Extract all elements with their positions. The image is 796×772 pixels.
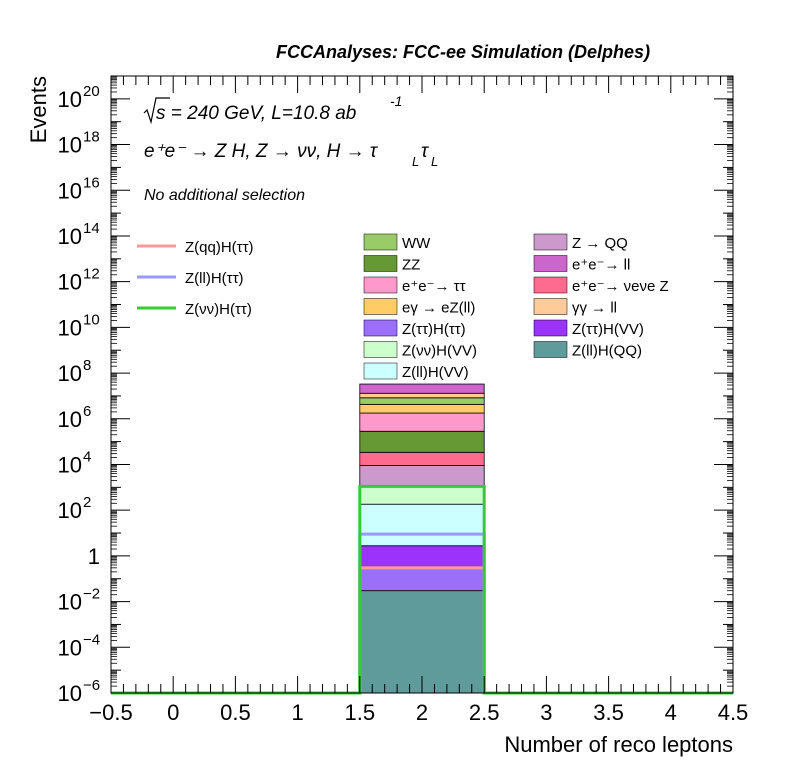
stack-bar-z-h-: [359, 568, 485, 592]
y-tick-label: 10: [58, 224, 82, 249]
y-tick-exponent: 2: [83, 494, 91, 511]
x-axis-title: Number of reco leptons: [504, 732, 733, 757]
stack-bar-z-h-vv-: [359, 545, 485, 569]
legend-swatch: [363, 255, 398, 272]
y-tick-label: 10: [58, 407, 82, 432]
legend-label: Z(ll)H(VV): [402, 364, 469, 381]
y-tick-exponent: 10: [83, 311, 100, 328]
x-tick-label: −0.5: [89, 700, 132, 725]
stack-bar-z-qq: [359, 465, 485, 487]
y-tick-label: 10: [58, 498, 82, 523]
legend-swatch: [533, 276, 568, 294]
y-axis-title: Events: [26, 76, 51, 143]
x-tick-label: 4: [665, 700, 677, 725]
process-label: e⁺e⁻ → Z H, Z → νν, H → τ: [144, 141, 379, 162]
legend-label: e⁺e⁻→ ττ: [402, 278, 466, 295]
legend-label: WW: [402, 235, 431, 252]
y-tick-label: 10: [58, 315, 82, 340]
x-tick-label: 0: [167, 700, 179, 725]
y-tick-exponent: 20: [83, 83, 100, 100]
x-tick-label: 0.5: [220, 700, 251, 725]
legend-label: Z(ττ)H(VV): [572, 321, 644, 338]
legend-swatch: [363, 233, 398, 251]
y-tick-label: 1: [88, 544, 100, 569]
legend-label: ZZ: [402, 257, 420, 274]
legend-swatch: [363, 341, 398, 358]
legend-line-label: Z(ll)H(ττ): [185, 270, 244, 287]
legend-swatch: [533, 233, 568, 251]
stack-bar-ww: [359, 397, 485, 405]
legend-label: Z → QQ: [572, 235, 628, 252]
legend-line-label: Z(νν)H(ττ): [185, 301, 252, 318]
stack-bar-e-e-: [359, 412, 485, 432]
legend-line-label: Z(qq)H(ττ): [185, 239, 254, 256]
y-tick-exponent: 16: [83, 174, 100, 191]
y-tick-label: 10: [58, 452, 82, 477]
x-tick-label: 4.5: [718, 700, 749, 725]
stack-bar-e-e-ll: [359, 383, 485, 394]
sqrt-sign: [143, 97, 170, 125]
x-tick-label: 2.5: [469, 700, 500, 725]
stack-bar-zz: [359, 430, 485, 453]
y-tick-label: 10: [58, 635, 82, 660]
energy-label: s = 240 GeV, L=10.8 ab: [156, 103, 356, 124]
y-tick-label: 10: [58, 178, 82, 203]
y-tick-exponent: −2: [83, 586, 100, 603]
y-tick-exponent: 4: [83, 448, 91, 465]
process-subscript: L: [412, 154, 419, 169]
y-tick-exponent: 12: [83, 266, 100, 283]
x-tick-label: 3: [540, 700, 552, 725]
legend-label: e⁺e⁻→ ll: [572, 257, 630, 274]
stack-bar-e-e-e-e-z: [359, 451, 485, 466]
y-tick-label: 10: [58, 270, 82, 295]
x-tick-label: 3.5: [593, 700, 624, 725]
y-tick-exponent: 6: [83, 403, 91, 420]
y-tick-label: 10: [58, 681, 82, 706]
legend-swatch: [363, 276, 398, 294]
legend-swatch: [533, 341, 568, 358]
chart-title: FCCAnalyses: FCC-ee Simulation (Delphes): [276, 42, 651, 62]
process-subscript: L: [431, 154, 438, 169]
y-tick-label: 10: [58, 590, 82, 615]
legend-swatch: [363, 298, 398, 315]
y-tick-exponent: −6: [83, 677, 100, 694]
legend-label: e⁺e⁻→ νeνe Z: [572, 278, 669, 295]
legend-swatch: [363, 319, 398, 337]
y-tick-label: 10: [58, 133, 82, 158]
stack-bar-e-ez-ll-: [359, 403, 485, 414]
legend-label: eγ → eZ(ll): [402, 300, 475, 317]
legend-label: Z(ττ)H(ττ): [402, 321, 466, 338]
y-tick-exponent: 18: [83, 129, 100, 146]
y-tick-exponent: 8: [83, 357, 91, 374]
process-tau: τ: [421, 141, 430, 162]
legend-swatch: [533, 319, 568, 337]
legend-label: Z(νν)H(VV): [402, 343, 477, 360]
y-tick-exponent: −4: [83, 631, 100, 648]
y-tick-label: 10: [58, 361, 82, 386]
x-tick-label: 1.5: [345, 700, 376, 725]
stack-bar-z-h-vv-: [359, 486, 485, 505]
y-tick-label: 10: [58, 87, 82, 112]
lumi-exponent: -1: [390, 93, 402, 109]
stack-bar-z-ll-h-vv-: [359, 503, 485, 547]
legend-label: Z(ll)H(QQ): [572, 343, 642, 360]
stack-bar--ll: [359, 392, 485, 399]
legend-swatch: [533, 298, 568, 315]
y-tick-exponent: 14: [83, 220, 100, 237]
legend-swatch: [363, 362, 398, 380]
legend-swatch: [533, 255, 568, 272]
legend-label: γγ → ll: [572, 300, 617, 317]
x-tick-label: 1: [291, 700, 303, 725]
x-tick-label: 2: [416, 700, 428, 725]
selection-label: No additional selection: [144, 187, 305, 204]
